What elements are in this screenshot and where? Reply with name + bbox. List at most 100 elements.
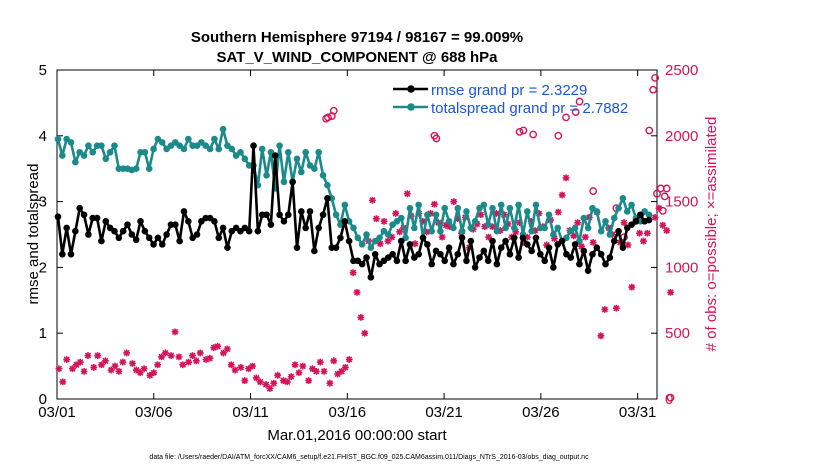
obs-assimilated-marker bbox=[551, 235, 558, 242]
obs-assimilated-marker bbox=[341, 364, 349, 371]
rmse-point bbox=[506, 250, 514, 258]
rmse-point bbox=[450, 260, 457, 268]
chart-title: Southern Hemisphere 97194 / 98167 = 99.0… bbox=[191, 29, 523, 46]
rmse-point bbox=[124, 221, 131, 228]
chart-subtitle: SAT_V_WIND_COMPONENT @ 688 hPa bbox=[216, 49, 498, 66]
totalspread-point bbox=[645, 211, 653, 219]
obs-assimilated-marker bbox=[527, 217, 535, 225]
x-tick-label: 03/11 bbox=[232, 404, 268, 421]
obs-assimilated-marker bbox=[477, 211, 485, 219]
obs-assimilated-marker bbox=[396, 228, 403, 236]
totalspread-point bbox=[324, 181, 331, 189]
obs-assimilated-marker bbox=[558, 191, 566, 199]
totalspread-point bbox=[206, 145, 214, 153]
obs-assimilated-marker bbox=[403, 190, 411, 198]
obs-assimilated-marker bbox=[659, 221, 667, 229]
rmse-point bbox=[337, 234, 344, 242]
totalspread-point bbox=[506, 204, 514, 212]
rmse-point bbox=[519, 234, 527, 242]
obs-possible-marker bbox=[432, 134, 441, 143]
rmse-point bbox=[497, 244, 505, 251]
totalspread-point bbox=[610, 214, 618, 222]
rmse-point bbox=[397, 237, 405, 245]
obs-assimilated-marker bbox=[245, 365, 253, 373]
rmse-point bbox=[289, 178, 296, 186]
legend-spread-label: totalspread grand pr = 2.7882 bbox=[431, 100, 628, 117]
obs-assimilated-marker bbox=[423, 228, 431, 236]
obs-assimilated-marker bbox=[481, 223, 489, 231]
totalspread-point bbox=[315, 148, 323, 156]
rmse-point bbox=[441, 257, 449, 265]
totalspread-point bbox=[571, 224, 579, 232]
x-tick-label: 03/06 bbox=[135, 404, 173, 421]
obs-assimilated-marker bbox=[84, 352, 92, 359]
rmse-point bbox=[493, 260, 501, 268]
totalspread-point bbox=[237, 148, 244, 156]
obs-assimilated-marker bbox=[667, 289, 674, 296]
rmse-point bbox=[576, 260, 583, 268]
rmse-point bbox=[550, 264, 557, 271]
obs-assimilated-marker bbox=[485, 233, 493, 241]
rmse-point bbox=[467, 237, 475, 245]
rmse-point bbox=[584, 267, 592, 274]
totalspread-point bbox=[258, 145, 266, 153]
totalspread-point bbox=[484, 221, 492, 228]
obs-assimilated-marker bbox=[283, 378, 291, 386]
obs-assimilated-marker bbox=[345, 356, 353, 363]
rmse-point bbox=[284, 211, 292, 219]
obs-assimilated-marker bbox=[223, 345, 231, 353]
rmse-point bbox=[393, 257, 401, 265]
rmse-point bbox=[558, 237, 566, 245]
y-tick-label: 5 bbox=[39, 62, 47, 79]
rmse-point bbox=[610, 237, 618, 245]
totalspread-point bbox=[437, 227, 444, 235]
rmse-point bbox=[245, 227, 253, 235]
obs-assimilated-marker bbox=[446, 223, 454, 231]
totalspread-point bbox=[211, 135, 218, 143]
rmse-point bbox=[363, 254, 370, 261]
totalspread-point bbox=[384, 231, 392, 238]
totalspread-point bbox=[480, 201, 488, 209]
totalspread-point bbox=[280, 178, 288, 186]
totalspread-point bbox=[593, 208, 601, 215]
obs-assimilated-marker bbox=[119, 358, 127, 366]
rmse-point bbox=[219, 224, 227, 232]
obs-assimilated-marker bbox=[280, 377, 287, 384]
totalspread-point bbox=[597, 227, 605, 235]
obs-assimilated-marker bbox=[442, 221, 450, 229]
obs-assimilated-marker bbox=[531, 227, 539, 234]
obs-possible-marker bbox=[662, 184, 671, 193]
obs-assimilated-marker bbox=[655, 204, 663, 212]
rmse-point bbox=[367, 273, 375, 281]
rmse-point bbox=[250, 142, 257, 149]
obs-possible-marker bbox=[666, 393, 675, 402]
rmse-point bbox=[406, 241, 414, 248]
obs-assimilated-marker bbox=[570, 232, 578, 240]
obs-assimilated-marker bbox=[624, 241, 632, 249]
y-axis-right: 0 500 1000 1500 2000 2500 bbox=[651, 62, 698, 408]
totalspread-point bbox=[145, 165, 153, 172]
totalspread-point bbox=[502, 224, 509, 232]
obs-assimilated-marker bbox=[581, 233, 589, 241]
obs-assimilated-marker bbox=[578, 242, 585, 250]
totalspread-point bbox=[615, 204, 622, 212]
obs-assimilated-marker bbox=[320, 367, 328, 375]
rmse-point bbox=[311, 247, 318, 255]
totalspread-point bbox=[623, 208, 631, 215]
obs-assimilated-marker bbox=[512, 228, 520, 236]
obs-assimilated-marker bbox=[357, 314, 365, 321]
rmse-point bbox=[263, 211, 270, 219]
totalspread-point bbox=[584, 224, 592, 232]
rmse-point bbox=[271, 152, 279, 159]
obs-possible-marker bbox=[589, 187, 598, 195]
legend-rmse-marker bbox=[407, 85, 415, 93]
obs-assimilated-marker bbox=[80, 367, 88, 375]
y-tick-label: 2 bbox=[39, 259, 47, 276]
totalspread-point bbox=[428, 227, 435, 235]
rmse-point bbox=[332, 244, 340, 251]
totalspread-point bbox=[298, 168, 305, 176]
totalspread-point bbox=[132, 165, 140, 172]
x-tick-label: 03/16 bbox=[329, 404, 367, 421]
rmse-point bbox=[537, 250, 544, 258]
